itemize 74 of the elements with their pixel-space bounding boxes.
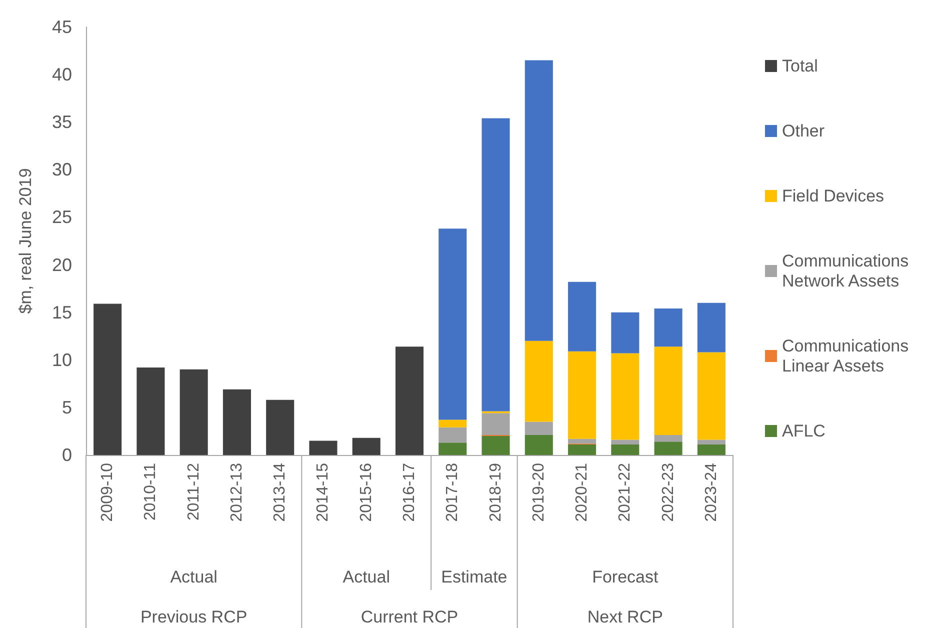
text: Actual xyxy=(342,568,390,586)
bar xyxy=(136,368,165,455)
bar xyxy=(654,442,682,455)
x-tick-label: 2011-12 xyxy=(185,462,202,521)
x-tick-label: 2017-18 xyxy=(444,462,462,522)
x-tick-label: 2018-19 xyxy=(487,462,504,522)
bar xyxy=(568,282,596,352)
x-tick-label: 2019-20 xyxy=(530,462,548,522)
bar xyxy=(654,346,682,436)
legend-label: Communications Linear Assets xyxy=(782,336,914,376)
legend-label: AFLC xyxy=(782,422,826,440)
bar xyxy=(568,438,596,444)
y-tick-label: 15 xyxy=(52,302,72,322)
bar xyxy=(524,60,553,341)
text: Previous RCP xyxy=(140,608,248,626)
bar xyxy=(180,369,208,455)
y-tick-label: 40 xyxy=(52,64,72,85)
x-tick-label: 2016-17 xyxy=(401,462,418,522)
bar xyxy=(309,440,338,455)
x-tick-label: 2010-11 xyxy=(142,462,160,521)
bar xyxy=(524,422,553,436)
bar xyxy=(395,346,424,455)
bar xyxy=(352,438,380,455)
legend-label: Field Devices xyxy=(782,186,884,206)
y-tick-label: 25 xyxy=(52,207,72,228)
bar xyxy=(438,228,467,420)
bar xyxy=(482,118,510,412)
bar xyxy=(482,413,510,436)
y-tick-label: 5 xyxy=(62,397,72,418)
text: Actual xyxy=(170,568,218,586)
x-tick-label: 2014-15 xyxy=(314,462,332,522)
bar xyxy=(568,351,596,439)
y-axis-title: $m, real June 2019 xyxy=(16,168,35,314)
text: Estimate xyxy=(441,568,508,586)
bar xyxy=(697,352,726,440)
y-tick-label: 10 xyxy=(52,350,72,370)
bar xyxy=(654,308,682,347)
text: Current RCP xyxy=(360,608,458,626)
bar xyxy=(697,444,726,455)
bar xyxy=(222,389,251,455)
y-tick-label: 0 xyxy=(62,445,72,465)
x-tick-label: 2023-24 xyxy=(702,462,720,522)
x-tick-label: 2013-14 xyxy=(272,462,289,522)
legend-label: Other xyxy=(782,122,825,140)
y-tick-label: 35 xyxy=(52,112,72,132)
bar xyxy=(266,400,294,455)
bar xyxy=(697,440,726,445)
bar xyxy=(524,435,553,455)
text: Forecast xyxy=(592,568,659,586)
x-tick-label: 2022-23 xyxy=(660,462,677,522)
text: Next RCP xyxy=(587,608,663,626)
bar xyxy=(438,427,467,443)
legend-label: Communications Network Assets xyxy=(782,252,914,290)
y-tick-label: 45 xyxy=(52,17,72,37)
bar xyxy=(611,440,640,445)
x-tick-label: 2020-21 xyxy=(574,462,591,522)
bar xyxy=(94,304,122,455)
bar xyxy=(524,340,553,422)
y-tick-label: 20 xyxy=(52,254,72,275)
bar xyxy=(611,444,640,455)
x-tick-label: 2021-22 xyxy=(616,462,634,522)
bar xyxy=(438,420,467,428)
legend-label: Total xyxy=(782,56,818,76)
bar xyxy=(438,442,467,455)
bar xyxy=(482,436,510,455)
x-tick-label: 2015-16 xyxy=(358,462,375,522)
bar xyxy=(611,353,640,440)
bar xyxy=(654,435,682,442)
x-tick-label: 2009-10 xyxy=(99,462,116,522)
bar xyxy=(568,444,596,455)
bar xyxy=(611,312,640,354)
y-tick-label: 30 xyxy=(52,160,72,180)
bar xyxy=(697,302,726,352)
x-tick-label: 2012-13 xyxy=(228,462,246,522)
